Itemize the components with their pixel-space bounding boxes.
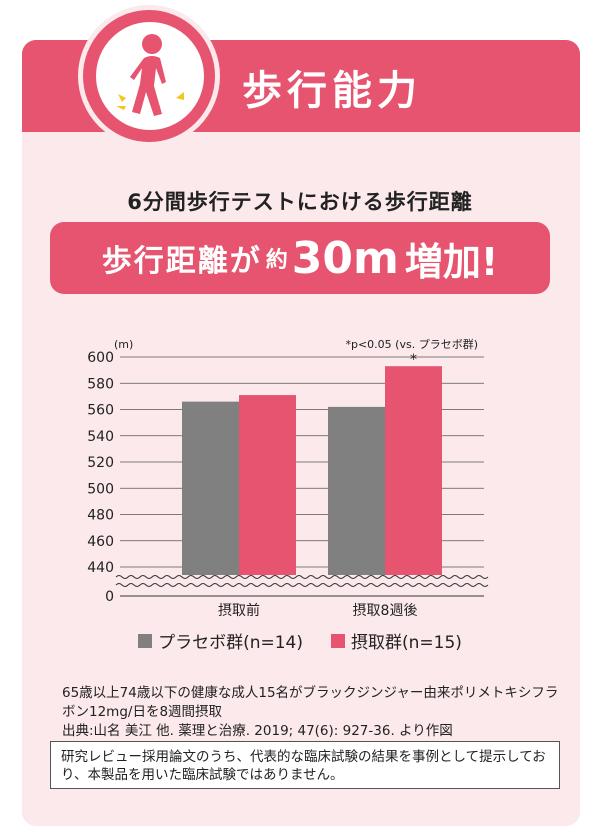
highlight-text-2: 約 (265, 248, 288, 273)
chart-legend: プラセボ群(n=14) 摂取群(n=15) (0, 628, 600, 653)
walking-person-icon (96, 22, 204, 130)
highlight-value: 30m (291, 232, 399, 284)
content-card: 歩行能力 (22, 40, 580, 826)
study-note-line1: 65歳以上74歳以下の健康な成人15名がブラックジンジャー由来ポリメトキシフラ (62, 685, 559, 701)
highlight-box: 歩行距離が 約 30m 増加! (50, 222, 550, 294)
highlight-text-1: 歩行距離が (101, 244, 262, 279)
disclaimer-box: 研究レビュー採用論文のうち、代表的な臨床試験の結果を事例として提示しており、本製… (50, 741, 560, 789)
study-note-line2: ボン12mg/日を8週間摂取 (62, 704, 223, 720)
legend-item-placebo: プラセボ群(n=14) (138, 628, 303, 653)
legend-item-intake: 摂取群(n=15) (331, 628, 462, 653)
source-citation: 出典:山名 美江 他. 薬理と治療. 2019; 47(6): 927-36. … (62, 723, 453, 739)
header-title: 歩行能力 (242, 68, 422, 114)
chart-subtitle: 6分間歩行テストにおける歩行距離 (127, 190, 473, 214)
walking-person-icon-graphic (116, 34, 184, 116)
legend-label-intake: 摂取群(n=15) (351, 633, 462, 653)
highlight-text-3: 増加! (404, 239, 499, 284)
legend-swatch-placebo (138, 633, 153, 648)
study-note: 65歳以上74歳以下の健康な成人15名がブラックジンジャー由来ポリメトキシフラ … (62, 684, 562, 741)
legend-swatch-intake (331, 633, 345, 648)
legend-label-placebo: プラセボ群(n=14) (158, 633, 303, 653)
